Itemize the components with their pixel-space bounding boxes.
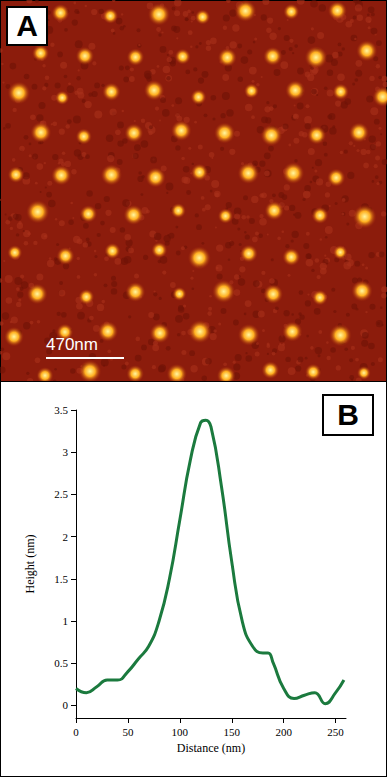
svg-text:3: 3 <box>63 446 69 458</box>
html-text:B: B <box>337 398 359 431</box>
svg-text:3.5: 3.5 <box>54 404 68 416</box>
svg-text:100: 100 <box>172 726 189 738</box>
svg-text:250: 250 <box>327 726 344 738</box>
svg-text:Distance (nm): Distance (nm) <box>177 741 245 755</box>
svg-text:0: 0 <box>63 699 69 711</box>
svg-text:0: 0 <box>73 726 79 738</box>
svg-text:150: 150 <box>224 726 241 738</box>
svg-text:Height (nm): Height (nm) <box>23 535 37 594</box>
svg-text:1: 1 <box>63 615 69 627</box>
svg-text:0.5: 0.5 <box>54 657 68 669</box>
svg-text:2.5: 2.5 <box>54 488 68 500</box>
svg-text:1.5: 1.5 <box>54 573 68 585</box>
html-text:A: A <box>16 9 38 42</box>
html-text:470nm: 470nm <box>46 335 98 354</box>
svg-text:50: 50 <box>122 726 133 738</box>
svg-text:2: 2 <box>63 531 69 543</box>
svg-text:200: 200 <box>275 726 292 738</box>
